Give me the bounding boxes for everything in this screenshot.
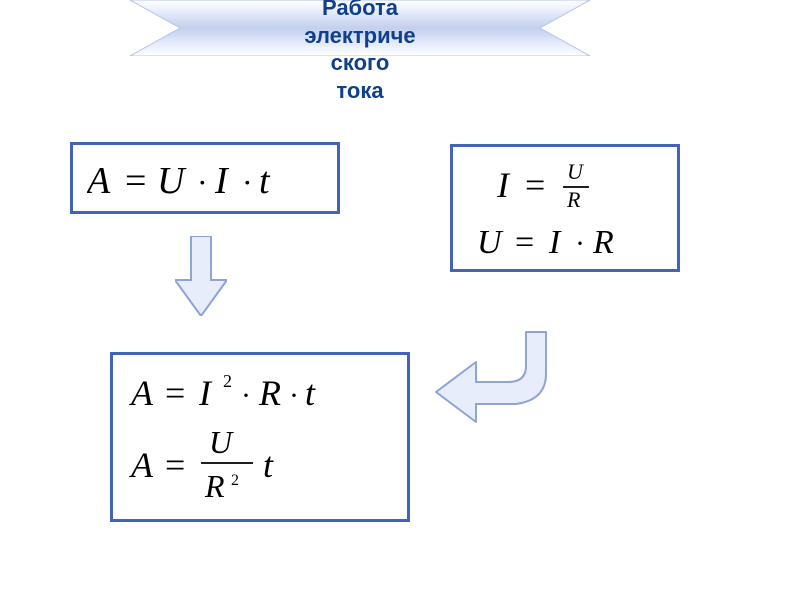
- svg-text:A: A: [129, 373, 154, 413]
- svg-text:·: ·: [241, 379, 251, 412]
- title-line-4: тока: [260, 77, 460, 105]
- svg-text:t: t: [263, 445, 274, 485]
- title-line-3: ского: [260, 49, 460, 77]
- svg-text:U: U: [567, 159, 585, 184]
- formula-derived: A = I 2 · R · t A = U R 2 t: [127, 365, 397, 515]
- svg-text:A: A: [87, 160, 111, 202]
- title-line-2: электриче: [260, 22, 460, 50]
- svg-text:=: =: [165, 373, 185, 413]
- formula-box-main: A = U · I · t: [70, 142, 340, 214]
- arrow-curve-icon: [430, 330, 550, 430]
- svg-text:I: I: [496, 165, 511, 205]
- svg-text:=: =: [525, 165, 545, 205]
- svg-text:t: t: [305, 373, 316, 413]
- svg-text:2: 2: [223, 371, 232, 391]
- formula-main: A = U · I · t: [87, 155, 327, 205]
- svg-text:R: R: [258, 373, 281, 413]
- svg-text:U: U: [209, 424, 234, 460]
- svg-text:U: U: [157, 160, 187, 202]
- svg-text:I: I: [198, 373, 213, 413]
- svg-text:·: ·: [289, 379, 299, 412]
- formula-box-ohm: I = U R U = I · R: [450, 144, 680, 272]
- svg-text:R: R: [566, 187, 581, 212]
- svg-text:t: t: [259, 160, 271, 202]
- svg-text:·: ·: [197, 164, 208, 200]
- formula-box-derived: A = I 2 · R · t A = U R 2 t: [110, 352, 410, 522]
- svg-text:=: =: [125, 160, 146, 202]
- svg-text:I: I: [214, 160, 230, 202]
- title-banner: Работа электриче ского тока: [130, 0, 590, 56]
- svg-text:·: ·: [575, 227, 585, 260]
- svg-text:=: =: [165, 445, 185, 485]
- page-title: Работа электриче ского тока: [260, 0, 460, 104]
- svg-text:·: ·: [242, 164, 253, 200]
- title-line-1: Работа: [260, 0, 460, 22]
- formula-ohm: I = U R U = I · R: [467, 157, 667, 265]
- svg-text:I: I: [548, 224, 562, 261]
- svg-text:2: 2: [231, 472, 239, 489]
- svg-text:R: R: [592, 224, 614, 261]
- svg-text:R: R: [204, 468, 225, 504]
- svg-text:U: U: [477, 224, 504, 261]
- arrow-down-icon: [175, 236, 227, 316]
- svg-text:A: A: [129, 445, 154, 485]
- svg-text:=: =: [515, 224, 534, 261]
